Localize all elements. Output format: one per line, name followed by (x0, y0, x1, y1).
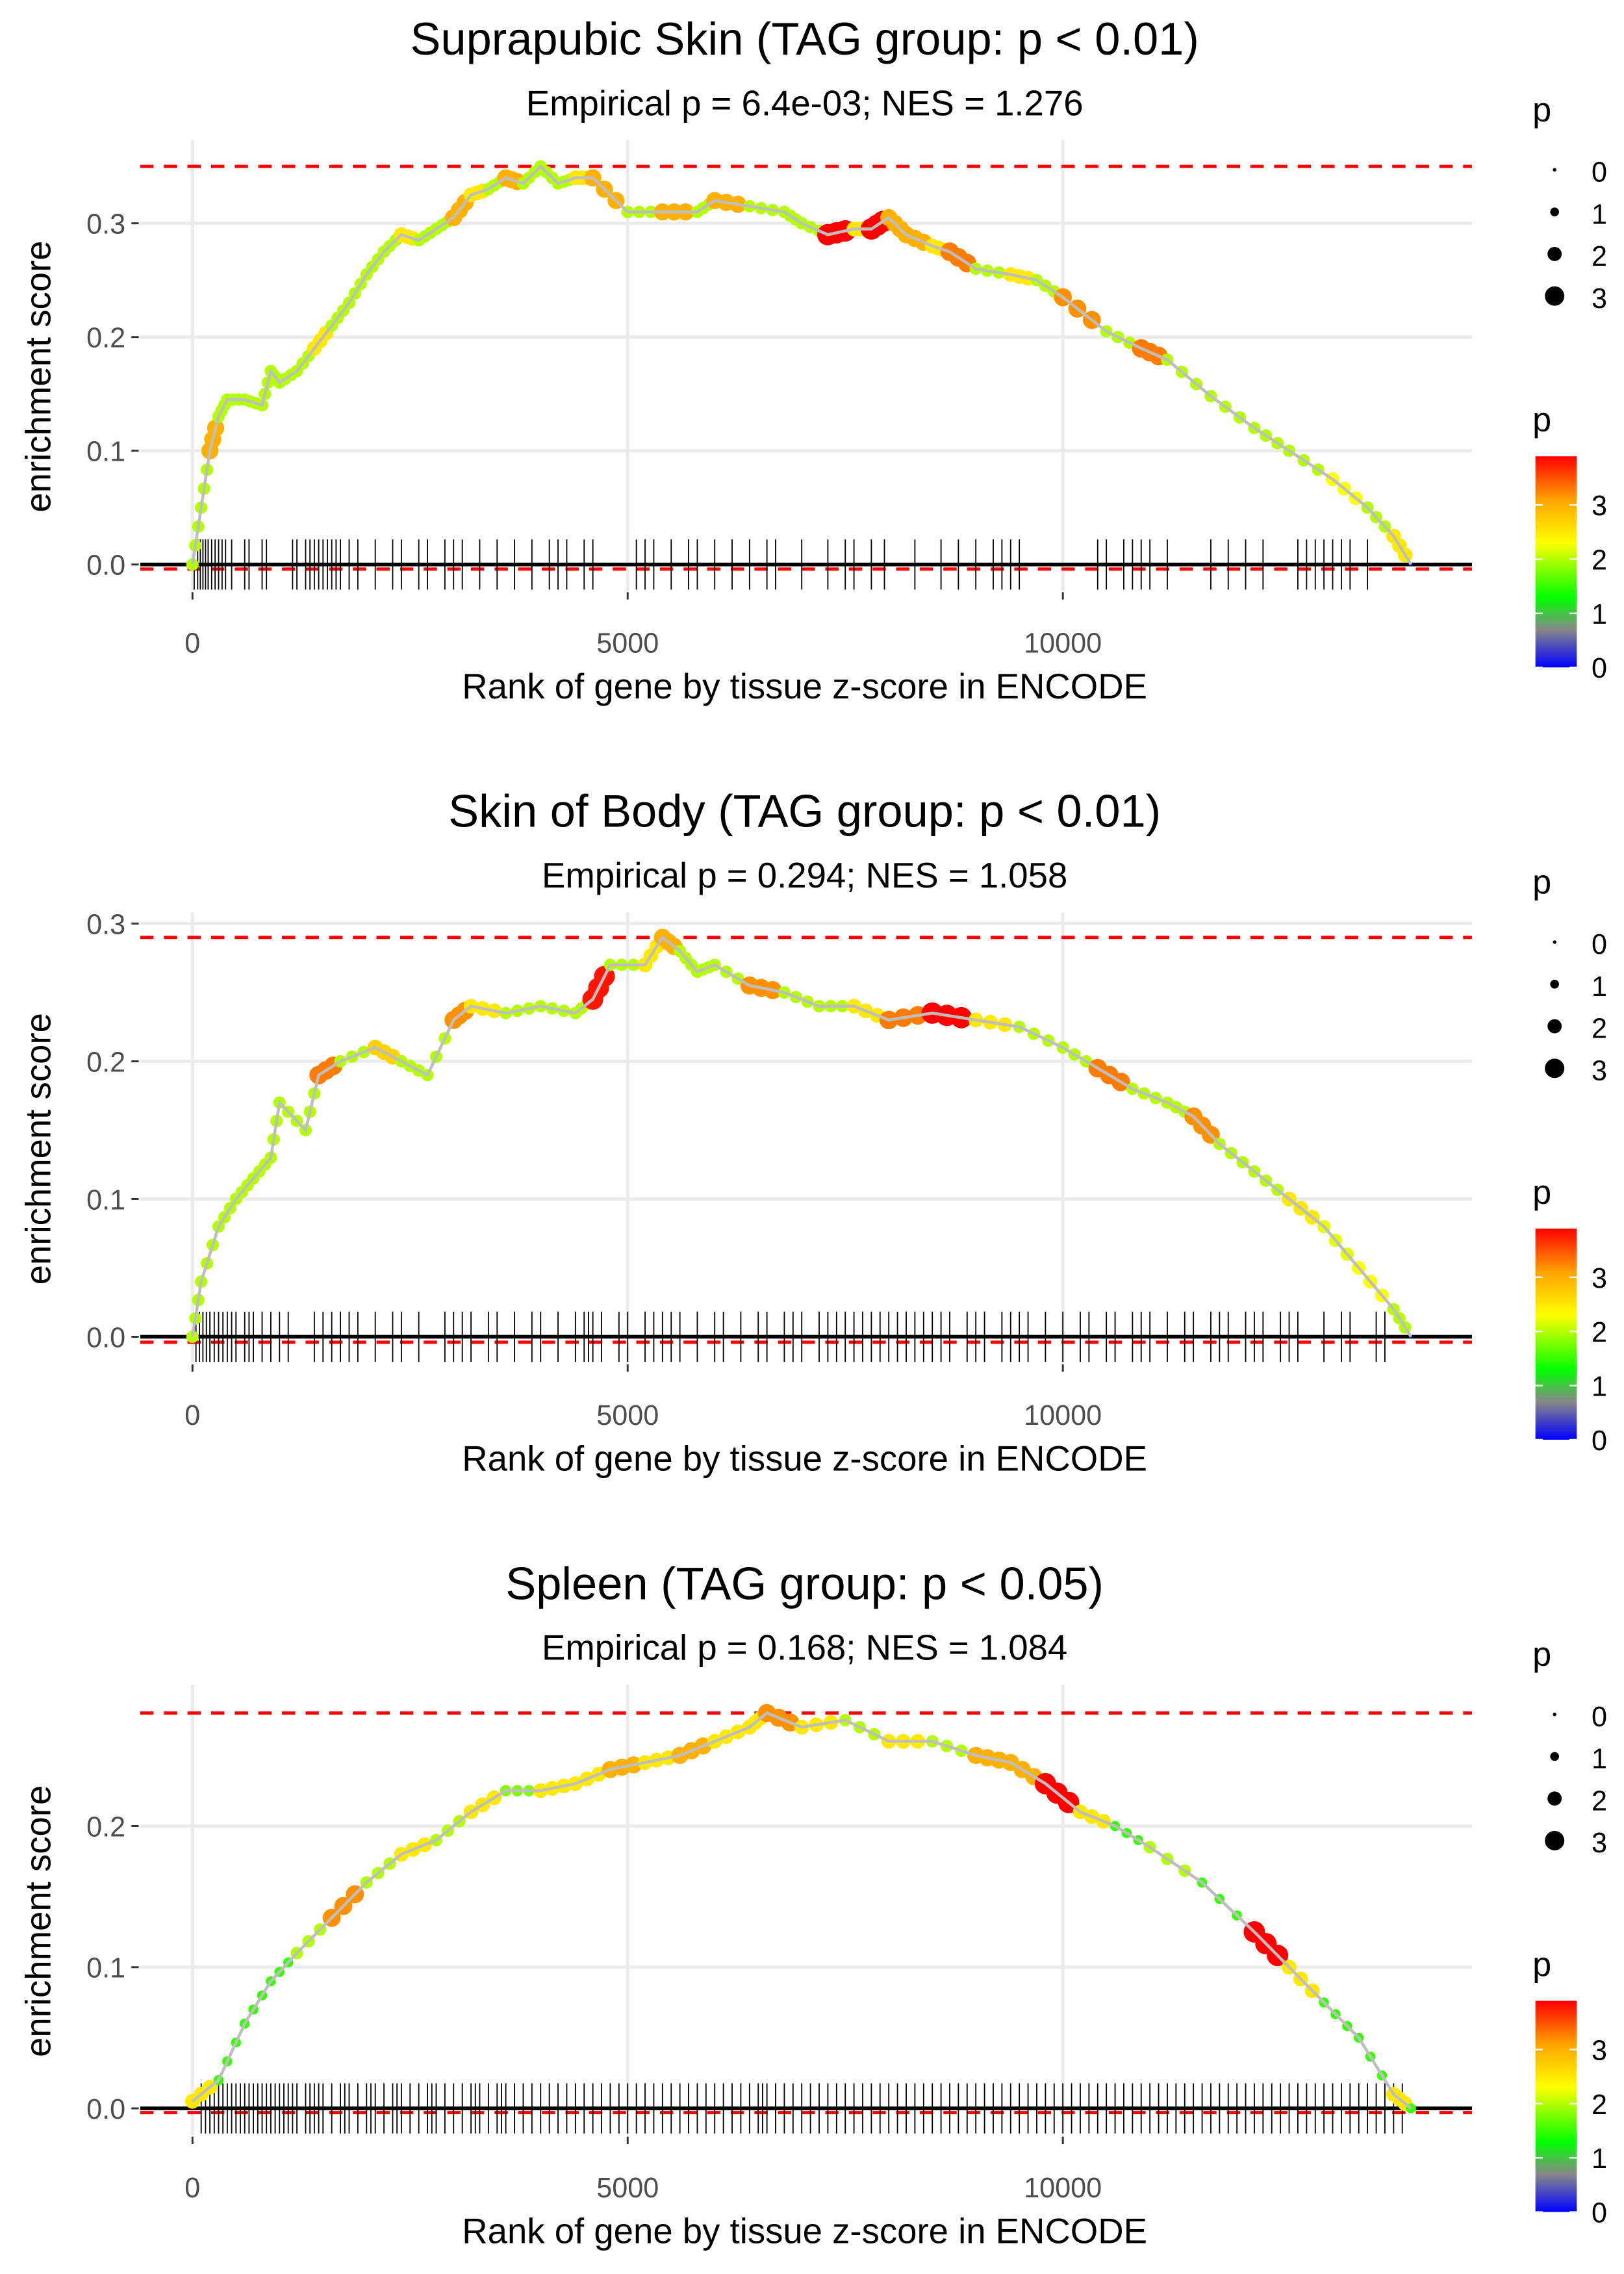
x-tick-label: 10000 (1024, 2173, 1102, 2204)
chart-subtitle: Empirical p = 6.4e-03; NES = 1.276 (526, 83, 1084, 123)
size-legend-dot (1550, 979, 1559, 989)
color-legend-bar (1535, 2000, 1577, 2212)
size-legend-title: p (1532, 863, 1551, 901)
es-curve (191, 1711, 1412, 2110)
color-legend-label: 3 (1592, 491, 1607, 522)
y-tick-label: 0.1 (86, 1184, 125, 1216)
y-tick-label: 0.2 (86, 323, 125, 354)
size-legend-dot (1550, 207, 1559, 216)
size-legend-dot (1553, 940, 1556, 944)
color-legend-bar (1535, 1228, 1577, 1440)
size-legend-label: 0 (1592, 929, 1607, 960)
y-axis-label: enrichment score (18, 1013, 58, 1284)
x-tick-label: 5000 (596, 628, 659, 659)
size-legend-label: 2 (1592, 1785, 1607, 1817)
color-legend-title: p (1532, 402, 1551, 439)
y-tick-label: 0.2 (86, 1811, 125, 1843)
y-axis-label: enrichment score (18, 240, 58, 512)
size-legend-label: 1 (1592, 971, 1607, 1003)
size-legend-label: 2 (1592, 1014, 1607, 1045)
y-axis-label: enrichment score (18, 1785, 58, 2057)
y-tick-label: 0.0 (86, 550, 125, 581)
x-tick-label: 5000 (596, 2173, 659, 2204)
size-legend-dot (1545, 1830, 1565, 1850)
x-tick-label: 10000 (1024, 1400, 1102, 1431)
size-legend-dot (1553, 1712, 1556, 1717)
color-legend-label: 1 (1592, 599, 1607, 630)
x-axis-label: Rank of gene by tissue z-score in ENCODE (462, 667, 1147, 706)
size-legend-label: 3 (1592, 1055, 1607, 1086)
y-tick-label: 0.3 (86, 209, 125, 240)
color-legend-label: 1 (1592, 2143, 1607, 2175)
size-legend-dot (1547, 1791, 1562, 1806)
color-legend-label: 0 (1592, 1425, 1607, 1457)
size-legend-label: 0 (1592, 157, 1607, 188)
x-axis-label: Rank of gene by tissue z-score in ENCODE (462, 1439, 1147, 1479)
y-tick-label: 0.3 (86, 909, 125, 940)
size-legend-dot (1545, 1058, 1565, 1079)
color-legend-title: p (1532, 1946, 1551, 1984)
size-legend-dot (1550, 1752, 1559, 1761)
size-legend-label: 0 (1592, 1702, 1607, 1733)
chart-subtitle: Empirical p = 0.168; NES = 1.084 (542, 1628, 1067, 1668)
es-point (186, 1330, 199, 1343)
chart-title: Skin of Body (TAG group: p < 0.01) (448, 786, 1161, 837)
size-legend-title: p (1532, 91, 1551, 129)
panel-1: Suprapubic Skin (TAG group: p < 0.01) Emp… (18, 13, 1607, 706)
color-legend-label: 2 (1592, 545, 1607, 576)
color-legend-title: p (1532, 1173, 1551, 1211)
color-legend-bar (1535, 456, 1577, 668)
y-tick-label: 0.1 (86, 437, 125, 468)
es-curve (191, 935, 1413, 1338)
x-axis-label: Rank of gene by tissue z-score in ENCODE (462, 2211, 1147, 2251)
size-legend-dot (1545, 286, 1565, 306)
y-tick-label: 0.0 (86, 1322, 125, 1353)
size-legend-dot (1547, 1019, 1562, 1034)
color-legend-label: 0 (1592, 2197, 1607, 2229)
size-legend-label: 1 (1592, 1744, 1607, 1775)
size-legend-label: 2 (1592, 241, 1607, 272)
x-tick-label: 0 (184, 2173, 200, 2204)
color-legend-label: 3 (1592, 1263, 1607, 1294)
panel-3: Spleen (TAG group: p < 0.05) Empirical p … (18, 1557, 1607, 2251)
x-tick-label: 0 (184, 1400, 200, 1431)
y-tick-label: 0.0 (86, 2094, 125, 2125)
size-legend-label: 3 (1592, 283, 1607, 314)
color-legend-label: 3 (1592, 2035, 1607, 2066)
x-tick-label: 0 (184, 628, 200, 659)
chart-title: Suprapubic Skin (TAG group: p < 0.01) (410, 13, 1199, 64)
chart-subtitle: Empirical p = 0.294; NES = 1.058 (542, 856, 1067, 895)
size-legend-dot (1553, 168, 1556, 172)
size-legend-dot (1547, 247, 1562, 261)
chart-title: Spleen (TAG group: p < 0.05) (505, 1557, 1104, 1609)
y-tick-label: 0.1 (86, 1953, 125, 1984)
y-tick-label: 0.2 (86, 1047, 125, 1078)
size-legend-label: 3 (1592, 1828, 1607, 1859)
es-curve (191, 164, 1413, 566)
size-legend-label: 1 (1592, 199, 1607, 230)
x-tick-label: 10000 (1024, 628, 1102, 659)
panel-2: Skin of Body (TAG group: p < 0.01) Empiri… (18, 786, 1607, 1479)
x-tick-label: 5000 (596, 1400, 659, 1431)
color-legend-label: 2 (1592, 1317, 1607, 1348)
color-legend-label: 1 (1592, 1371, 1607, 1402)
color-legend-label: 0 (1592, 653, 1607, 684)
color-legend-label: 2 (1592, 2089, 1607, 2121)
size-legend-title: p (1532, 1636, 1551, 1674)
